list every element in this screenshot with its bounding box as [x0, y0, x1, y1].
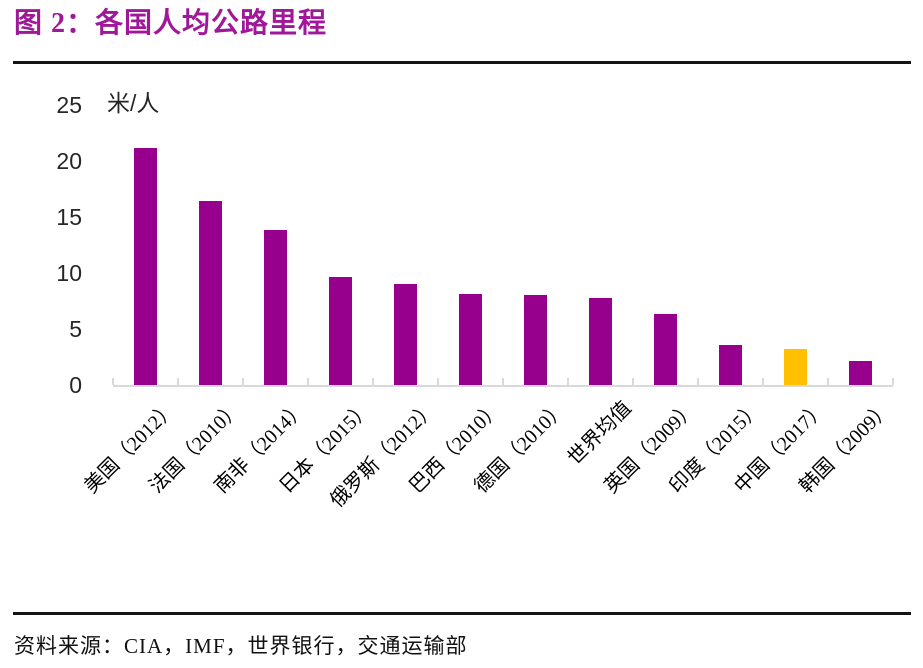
bar-日本（2015） — [329, 277, 352, 385]
x-axis-tick — [502, 378, 504, 385]
y-axis-tick-label: 10 — [56, 260, 82, 286]
x-axis-tick — [827, 378, 829, 385]
bar-法国（2010） — [199, 201, 222, 385]
x-axis-tick — [437, 378, 439, 385]
x-axis-tick — [697, 378, 699, 385]
title-divider — [13, 61, 911, 64]
bar-韩国（2009） — [849, 361, 872, 385]
bar-中国（2017） — [784, 349, 807, 385]
bar-英国（2009） — [654, 314, 677, 385]
x-axis-tick — [242, 378, 244, 385]
bar-印度（2015） — [719, 345, 742, 385]
bar-世界均值 — [589, 298, 612, 385]
x-axis-tick — [762, 378, 764, 385]
y-axis-tick-label: 15 — [56, 204, 82, 230]
figure-title: 图 2：各国人均公路里程 — [14, 8, 328, 39]
x-axis-tick — [567, 378, 569, 385]
source-note: 资料来源：CIA，IMF，世界银行，交通运输部 — [14, 634, 468, 658]
x-axis-tick — [307, 378, 309, 385]
x-axis-tick — [112, 378, 114, 385]
y-axis-tick-label: 0 — [69, 372, 82, 398]
y-axis-tick-label: 25 — [56, 92, 82, 118]
y-axis-tick-label: 5 — [69, 316, 82, 342]
footer-divider — [13, 612, 911, 615]
x-axis-tick — [632, 378, 634, 385]
y-axis-tick-label: 20 — [56, 148, 82, 174]
bar-南非（2014） — [264, 230, 287, 385]
bar-巴西（2010） — [459, 294, 482, 385]
x-axis-tick — [177, 378, 179, 385]
plot-area — [112, 105, 894, 387]
bar-德国（2010） — [524, 295, 547, 385]
y-axis-unit-label: 米/人 — [107, 90, 160, 116]
x-axis-tick — [372, 378, 374, 385]
x-axis-tick — [892, 378, 894, 385]
bar-美国（2012） — [134, 148, 157, 385]
bar-俄罗斯（2012） — [394, 284, 417, 385]
